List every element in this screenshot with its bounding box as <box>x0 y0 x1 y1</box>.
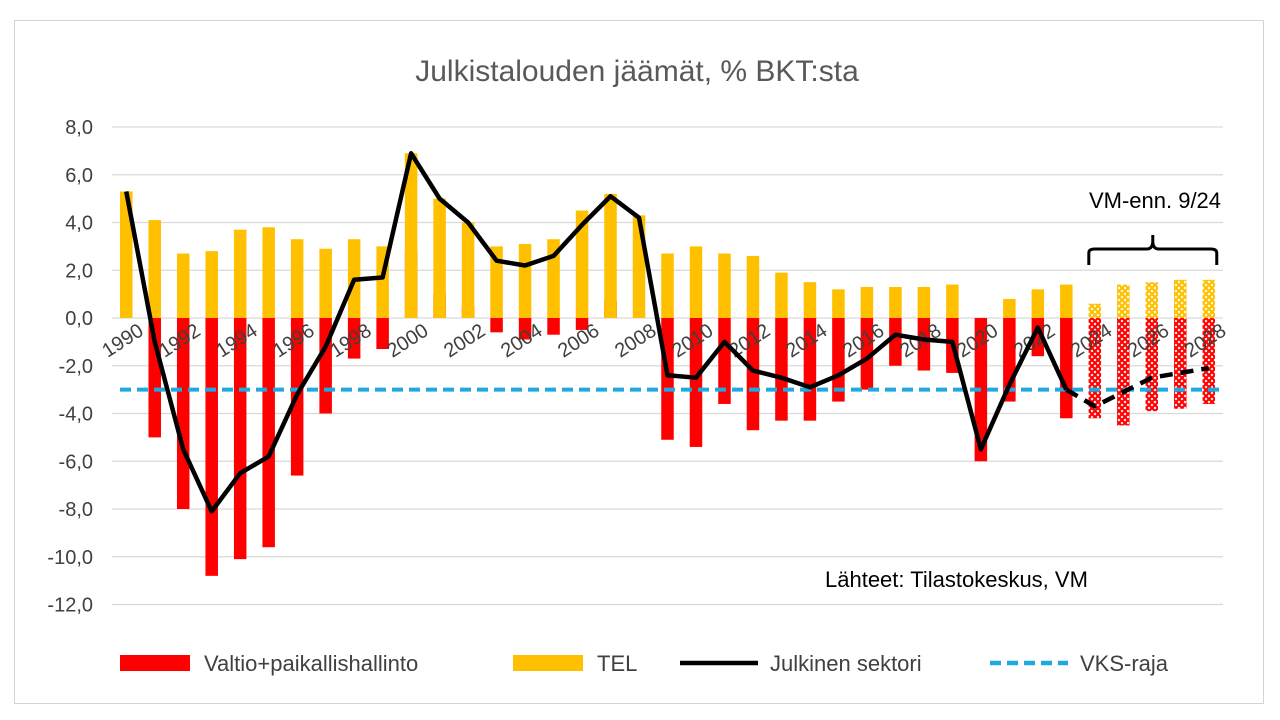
y-tick-label: -2,0 <box>59 356 93 378</box>
bar-valtio-2027 <box>1174 318 1187 409</box>
bar-valtio-2014 <box>803 318 817 421</box>
legend-label-tel: TEL <box>597 651 637 676</box>
y-tick-label: 0,0 <box>65 308 93 330</box>
bar-valtio-1998 <box>347 318 361 359</box>
bar-valtio-2022 <box>1031 318 1045 357</box>
bar-tel-2015 <box>832 289 845 318</box>
y-tick-label: -10,0 <box>47 547 93 569</box>
bar-tel-1994 <box>233 229 247 318</box>
legend-label-valtio: Valtio+paikallishallinto <box>204 651 418 676</box>
bar-tel-2018 <box>917 286 931 318</box>
bar-valtio-2003 <box>490 318 503 333</box>
bar-tel-2013 <box>775 272 788 318</box>
y-tick-label: -8,0 <box>59 499 93 521</box>
x-tick-label: 2000 <box>383 320 432 363</box>
bar-valtio-2024 <box>1088 318 1102 419</box>
y-tick-label: 2,0 <box>65 260 93 282</box>
bar-valtio-2004 <box>518 318 532 340</box>
legend-label-julkinen: Julkinen sektori <box>770 651 922 676</box>
bar-tel-2009 <box>661 253 674 318</box>
x-tick-label: 1990 <box>98 320 147 363</box>
chart-frame: Julkistalouden jäämät, % BKT:sta 8,0 6,0 4… <box>14 20 1264 704</box>
bar-tel-2006 <box>575 210 589 318</box>
bar-tel-1990 <box>119 191 133 318</box>
bar-tel-1992 <box>176 253 190 318</box>
bar-tel-2022 <box>1031 289 1045 318</box>
forecast-brace <box>1087 235 1219 265</box>
forecast-label: VM-enn. 9/24 <box>1089 188 1221 213</box>
bar-valtio-2015 <box>832 318 845 402</box>
bar-tel-2017 <box>889 286 902 318</box>
bar-valtio-1999 <box>376 318 389 350</box>
legend: Valtio+paikallishallinto TEL Julkinen sekt… <box>120 651 1169 676</box>
bar-tel-2002 <box>461 222 475 318</box>
bar-tel-1991 <box>148 220 161 318</box>
y-tick-label: 6,0 <box>65 165 93 187</box>
bars <box>119 153 1216 576</box>
bar-valtio-2013 <box>775 318 788 421</box>
bar-tel-2007 <box>604 193 617 318</box>
bar-valtio-2025 <box>1117 318 1130 426</box>
bar-tel-2023 <box>1060 284 1073 318</box>
bar-valtio-2011 <box>718 318 731 404</box>
bar-tel-2011 <box>718 253 731 318</box>
chart-title: Julkistalouden jäämät, % BKT:sta <box>415 55 859 88</box>
bar-tel-2001 <box>433 198 446 318</box>
bar-tel-2021 <box>1003 298 1016 318</box>
bar-tel-1995 <box>262 227 275 318</box>
bar-valtio-1995 <box>262 318 275 548</box>
bar-tel-2014 <box>803 282 817 318</box>
legend-label-vks: VKS-raja <box>1080 651 1169 676</box>
bar-valtio-2017 <box>889 318 902 366</box>
bar-valtio-2005 <box>547 318 560 335</box>
bar-valtio-2012 <box>746 318 760 431</box>
bar-valtio-2018 <box>917 318 931 371</box>
bar-valtio-2016 <box>860 318 874 390</box>
bar-valtio-1993 <box>205 318 218 576</box>
annotations: VM-enn. 9/24 Lähteet: Tilastokeskus, VM <box>825 188 1221 592</box>
bar-tel-1997 <box>319 248 332 318</box>
chart-svg: Julkistalouden jäämät, % BKT:sta 8,0 6,0 4… <box>47 55 1230 676</box>
x-tick-label: 2002 <box>440 320 489 363</box>
y-tick-label: 4,0 <box>65 213 93 235</box>
legend-swatch-tel <box>513 655 583 671</box>
bar-tel-2025 <box>1117 284 1130 318</box>
bar-tel-2004 <box>518 243 532 318</box>
x-tick-label: 2008 <box>611 320 660 363</box>
source-note: Lähteet: Tilastokeskus, VM <box>825 567 1088 592</box>
lines <box>120 151 1219 514</box>
y-tick-label: 8,0 <box>65 117 93 139</box>
bar-tel-2012 <box>746 255 760 318</box>
y-tick-label: -4,0 <box>59 404 93 426</box>
bar-valtio-2028 <box>1202 318 1216 404</box>
legend-swatch-valtio <box>120 655 190 671</box>
bar-tel-1996 <box>290 239 304 318</box>
bar-tel-1993 <box>205 251 218 318</box>
bar-tel-2003 <box>490 246 503 318</box>
bar-tel-2010 <box>689 246 703 318</box>
bar-valtio-2010 <box>689 318 703 447</box>
y-tick-label: -12,0 <box>47 595 93 617</box>
julkinen-sektori-line <box>124 151 1069 514</box>
bar-tel-2026 <box>1145 282 1159 318</box>
bar-tel-2027 <box>1174 279 1187 318</box>
bar-tel-2019 <box>946 284 959 318</box>
bar-tel-2016 <box>860 286 874 318</box>
bar-tel-2028 <box>1202 279 1216 318</box>
bar-valtio-2006 <box>575 318 589 330</box>
bar-valtio-2009 <box>661 318 674 440</box>
y-tick-label: -6,0 <box>59 451 93 473</box>
julkinen-sektori-forecast-line <box>1065 365 1210 409</box>
bar-tel-2000 <box>404 153 418 318</box>
bar-valtio-2023 <box>1060 318 1073 419</box>
y-axis-labels: 8,0 6,0 4,0 2,0 0,0 -2,0 -4,0 -6,0 -8,0 -10,0 -12,… <box>47 117 93 617</box>
bar-tel-2024 <box>1088 303 1102 318</box>
bar-valtio-1994 <box>233 318 247 560</box>
